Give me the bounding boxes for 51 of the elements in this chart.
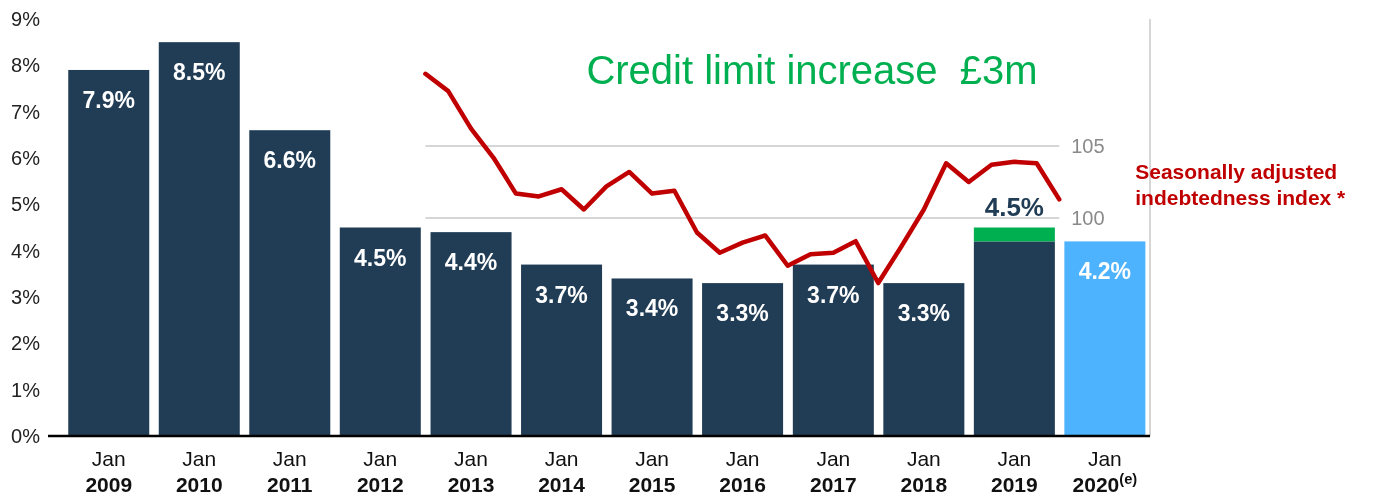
total-label: 4.5% (984, 191, 1044, 222)
bar (611, 278, 693, 436)
y-tick-label: 9% (11, 8, 41, 30)
data-label: 4.2% (1078, 258, 1132, 285)
x-tick-label: Jan 2012 (356, 447, 404, 496)
y-tick-label: 6% (11, 147, 41, 169)
bar (521, 264, 603, 436)
y2-tick-label: 100 (1071, 207, 1105, 230)
y-tick-label: 0% (11, 425, 41, 447)
data-label: 3.4% (625, 295, 679, 322)
bar (973, 241, 1055, 436)
data-label: 7.9% (82, 86, 135, 113)
bar (158, 42, 240, 436)
data-label: 8.5% (173, 59, 226, 86)
y-tick-label: 1% (11, 378, 41, 401)
data-label: 3.3% (897, 300, 951, 327)
bar (702, 283, 784, 436)
data-label: 4.5% (354, 244, 407, 271)
x-tick-label: Jan 2009 (85, 447, 133, 496)
bar (430, 232, 512, 436)
x-tick-label: Jan 2016 (719, 447, 766, 496)
bar (339, 227, 421, 436)
x-tick-label: Jan 2017 (809, 447, 857, 496)
data-label: 3.7% (535, 281, 588, 308)
data-label: 4.4% (444, 249, 498, 276)
x-tick-label: Jan 2011 (266, 447, 313, 496)
y-tick-label: 3% (11, 286, 41, 308)
y-tick-label: 2% (11, 332, 41, 355)
data-label: 3.7% (807, 281, 860, 308)
x-tick-label: Jan 2020$^{(e)}$ (1072, 447, 1138, 496)
y-tick-label: 5% (11, 193, 41, 216)
bar (1064, 241, 1146, 436)
y-tick-label: 4% (11, 239, 41, 262)
x-tick-label: Jan 2015 (628, 447, 676, 496)
y-tick-label: 7% (11, 100, 41, 123)
y-tick-label: 8% (11, 54, 41, 77)
x-tick-label: Jan 2014 (538, 447, 586, 496)
x-tick-label: Jan 2018 (900, 447, 948, 496)
data-label: 6.6% (263, 147, 316, 174)
bar (68, 69, 150, 436)
y2-tick-label: 105 (1071, 134, 1105, 157)
x-tick-label: Jan 2010 (175, 447, 223, 496)
annotation: Credit limit increase £3m (586, 48, 1038, 92)
x-tick-label: Jan 2013 (447, 447, 495, 496)
data-label: 3.3% (716, 300, 769, 327)
bar (792, 264, 874, 436)
x-tick-label: Jan 2019 (991, 447, 1038, 496)
bar (883, 283, 965, 436)
bar (249, 130, 331, 436)
text: Seasonally adjusted indebtedness index * (1135, 160, 1347, 210)
bar (973, 227, 1055, 242)
